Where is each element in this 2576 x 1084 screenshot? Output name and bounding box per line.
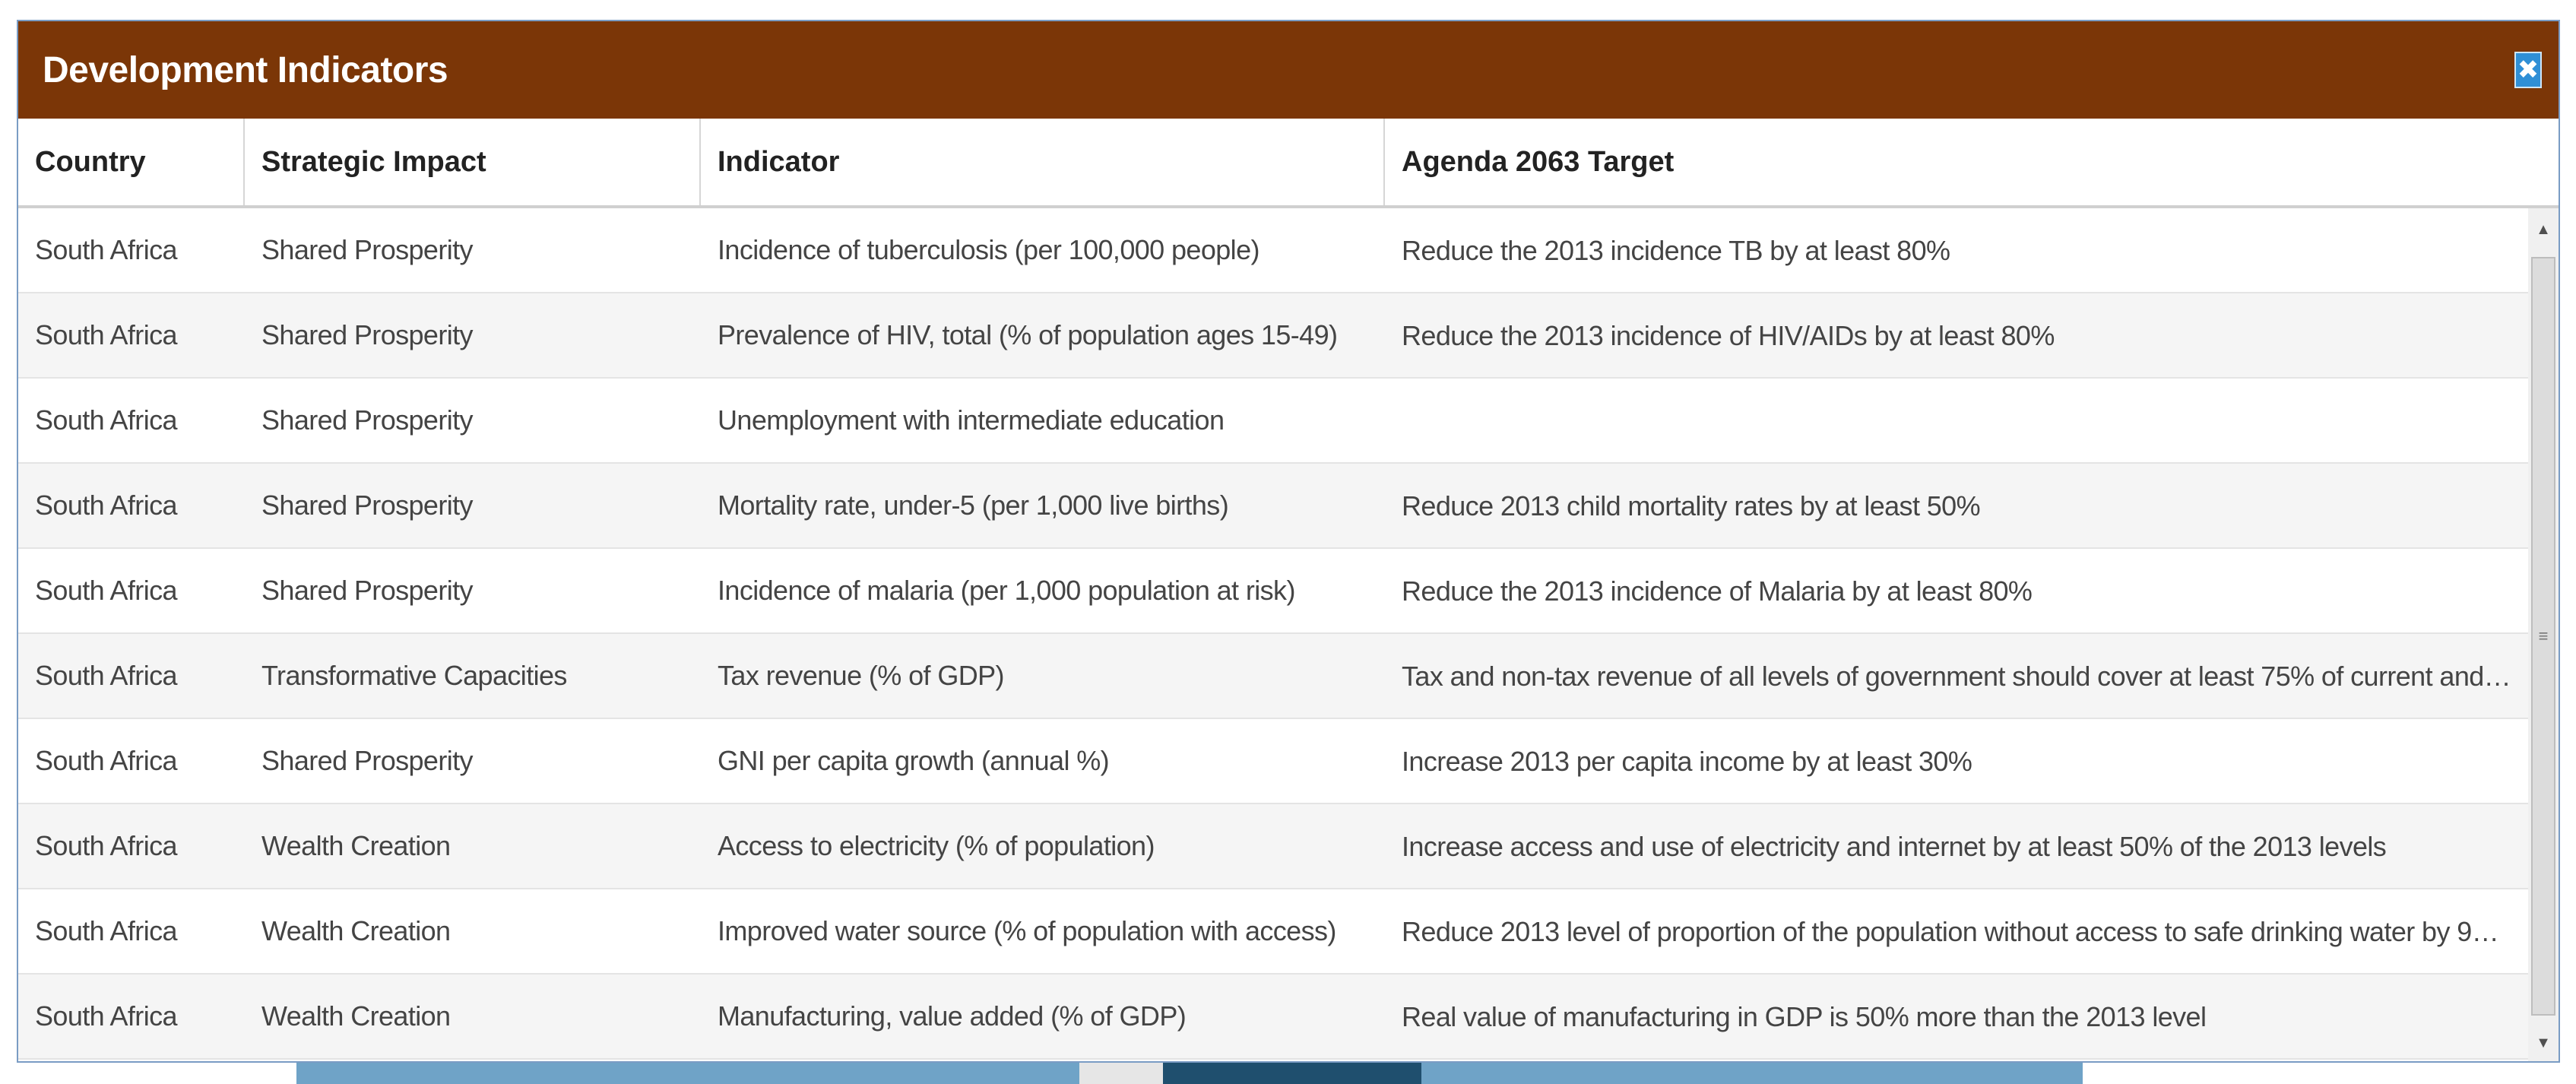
table-row[interactable]: South Africa Shared Prosperity Incidence o… [18,549,2528,634]
table-row[interactable]: South Africa Shared Prosperity Incidence o… [18,208,2528,293]
column-header-strategic-impact[interactable]: Strategic Impact [245,119,701,205]
cell-agenda-target: Reduce the 2013 incidence of HIV/AIDs by… [1402,320,2055,351]
cell-indicator: Improved water source (% of population w… [718,915,1336,946]
cell-agenda-target: Reduce 2013 level of proportion of the p… [1402,916,2518,947]
close-icon[interactable]: ✖ [2514,52,2542,88]
indicators-table: Country Strategic Impact Indicator Agend… [18,119,2559,1061]
cell-strategic-impact: Shared Prosperity [261,490,474,521]
cell-indicator: Prevalence of HIV, total (% of populatio… [718,319,1338,350]
cell-indicator: Access to electricity (% of population) [718,830,1155,861]
grip-icon: ≡ [2538,626,2549,645]
modal-titlebar: Development Indicators ✖ [18,21,2559,119]
table-row[interactable]: South Africa Shared Prosperity Unemploymen… [18,379,2528,464]
scrollbar-thumb[interactable]: ≡ [2531,257,2555,1016]
table-body: South Africa Shared Prosperity Incidence o… [18,208,2528,1061]
cell-indicator: Tax revenue (% of GDP) [718,660,1005,691]
cell-strategic-impact: Shared Prosperity [261,234,474,265]
cell-country: South Africa [35,745,178,776]
cell-strategic-impact: Wealth Creation [261,915,451,946]
background-page-notch [1079,1063,1163,1084]
cell-country: South Africa [35,575,178,606]
cell-indicator: Incidence of malaria (per 1,000 populati… [718,575,1295,606]
column-header-agenda-target[interactable]: Agenda 2063 Target [1402,145,1675,178]
cell-agenda-target: Increase 2013 per capita income by at le… [1402,746,1972,777]
cell-country: South Africa [35,490,178,521]
cell-country: South Africa [35,1000,178,1032]
table-header: Country Strategic Impact Indicator Agend… [18,119,2559,208]
cell-indicator: Incidence of tuberculosis (per 100,000 p… [718,234,1259,265]
cell-country: South Africa [35,234,178,265]
table-row[interactable]: South Africa Wealth Creation Manufacturing… [18,975,2528,1060]
cell-agenda-target: Increase access and use of electricity a… [1402,831,2387,862]
cell-strategic-impact: Wealth Creation [261,1000,451,1032]
cell-agenda-target: Tax and non-tax revenue of all levels of… [1402,661,2528,692]
cell-agenda-target: Reduce the 2013 incidence of Malaria by … [1402,575,2033,607]
cell-country: South Africa [35,660,178,691]
column-header-indicator[interactable]: Indicator [701,119,1385,205]
table-row[interactable]: South Africa Shared Prosperity Prevalence … [18,293,2528,379]
cell-agenda-target: Real value of manufacturing in GDP is 50… [1402,1001,2207,1032]
modal-title: Development Indicators [43,49,448,90]
scroll-up-icon[interactable]: ▲ [2536,220,2551,238]
cell-indicator: Unemployment with intermediate education [718,404,1225,436]
column-header-country[interactable]: Country [18,119,245,205]
table-row[interactable]: South Africa Shared Prosperity GNI per cap… [18,719,2528,804]
cell-strategic-impact: Shared Prosperity [261,404,474,436]
vertical-scrollbar[interactable]: ▲ ≡ ▼ [2528,208,2559,1061]
cell-strategic-impact: Shared Prosperity [261,319,474,350]
scroll-down-icon[interactable]: ▼ [2536,1034,2551,1051]
cell-strategic-impact: Shared Prosperity [261,745,474,776]
development-indicators-modal: Development Indicators ✖ Country Strateg… [17,20,2560,1063]
table-row[interactable]: South Africa Wealth Creation Improved wate… [18,889,2528,975]
table-row[interactable]: South Africa Shared Prosperity Mortality r… [18,464,2528,549]
cell-country: South Africa [35,319,178,350]
cell-strategic-impact: Shared Prosperity [261,575,474,606]
cell-agenda-target: Reduce the 2013 incidence TB by at least… [1402,235,1950,266]
cell-country: South Africa [35,915,178,946]
cell-indicator: GNI per capita growth (annual %) [718,745,1110,776]
table-row[interactable]: South Africa Transformative Capacities Tax… [18,634,2528,719]
background-page-button [1163,1063,1421,1084]
cell-strategic-impact: Wealth Creation [261,830,451,861]
cell-country: South Africa [35,830,178,861]
cell-strategic-impact: Transformative Capacities [261,660,567,691]
cell-agenda-target [1385,379,2528,462]
cell-agenda-target: Reduce 2013 child mortality rates by at … [1402,490,1981,521]
cell-indicator: Mortality rate, under-5 (per 1,000 live … [718,490,1229,521]
table-row[interactable]: South Africa Wealth Creation Access to ele… [18,804,2528,889]
cell-indicator: Manufacturing, value added (% of GDP) [718,1000,1187,1032]
cell-country: South Africa [35,404,178,436]
